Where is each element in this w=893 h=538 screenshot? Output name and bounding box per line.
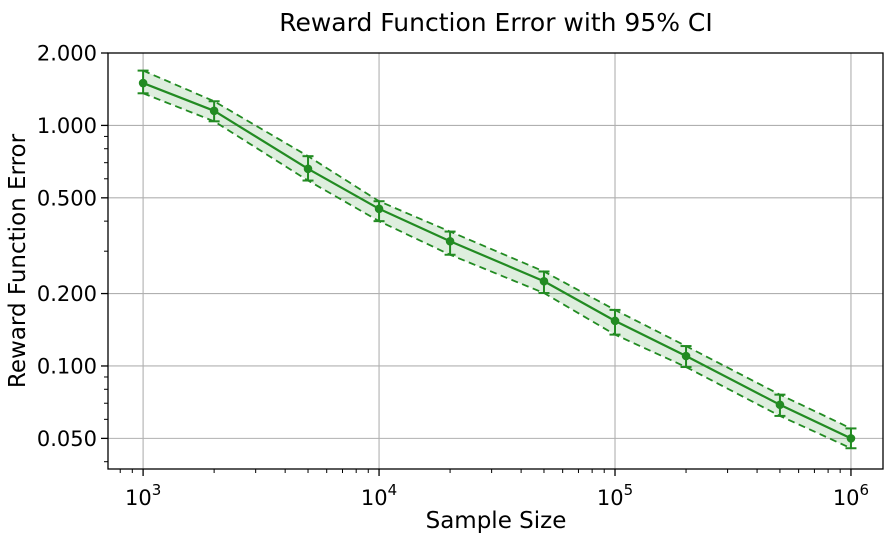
y-tick-label: 0.500 [37, 186, 97, 210]
x-tick-label: 103 [125, 481, 161, 510]
y-tick-label: 0.050 [37, 427, 97, 451]
chart-title: Reward Function Error with 95% CI [279, 8, 713, 37]
series-layer [137, 69, 857, 450]
y-tick-label: 1.000 [37, 114, 97, 138]
data-point-marker [610, 316, 620, 326]
ci-lower-line [142, 92, 852, 450]
ci-upper-line [142, 69, 852, 430]
data-point-marker [209, 106, 219, 116]
ci-band-layer [142, 69, 852, 450]
y-axis-label: Reward Function Error [5, 133, 31, 388]
axis-layer: 2.000 1.000 0.500 0.200 0.100 0.050 103 104 105 1… [37, 42, 884, 510]
y-tick-label: 0.100 [37, 354, 97, 378]
data-point-marker [539, 276, 549, 286]
data-point-marker [138, 78, 148, 88]
data-point-marker [445, 236, 455, 246]
x-tick-label: 104 [361, 481, 397, 510]
data-point-marker [681, 351, 691, 361]
y-tick-label: 2.000 [37, 42, 97, 66]
data-point-marker [303, 164, 313, 174]
plot-border [107, 52, 884, 470]
y-tick-label: 0.200 [37, 282, 97, 306]
x-tick-label: 106 [833, 481, 869, 510]
series-line [142, 82, 852, 440]
data-point-marker [775, 400, 785, 410]
x-axis-label: Sample Size [426, 508, 567, 534]
ci-band [143, 70, 851, 449]
x-tick-label: 105 [597, 481, 633, 510]
data-point-marker [846, 434, 856, 443]
data-point-marker [374, 204, 384, 214]
